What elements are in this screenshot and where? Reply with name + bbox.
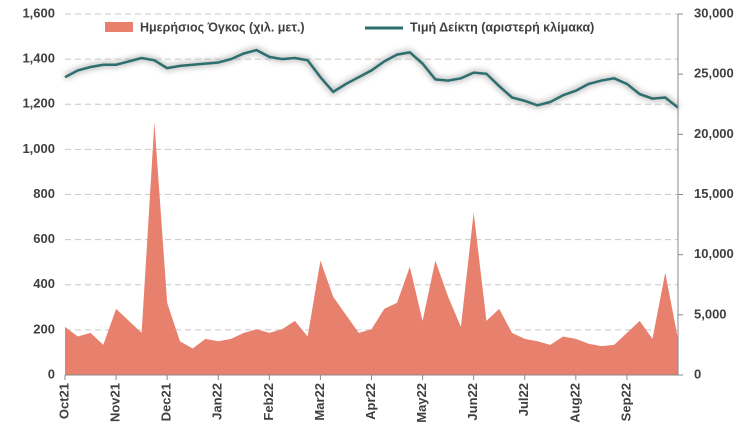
y-tick-label: 600 [33,231,55,246]
y-tick-label: 1,000 [22,141,55,156]
x-tick-label: Jun22 [465,383,480,421]
y2-tick-label: 30,000 [694,5,734,20]
x-tick-label: Jul22 [516,383,531,416]
legend-label: Τιμή Δείκτη (αριστερή κλίμακα) [410,20,594,34]
index-line [64,48,679,109]
y-tick-label: 1,200 [22,96,55,111]
x-tick-label: Nov21 [108,383,123,422]
x-tick-label: Oct21 [56,383,71,419]
y-tick-label: 0 [48,366,55,381]
legend-swatch [105,22,133,32]
x-tick-label: Jan22 [210,383,225,420]
y2-tick-label: 0 [694,366,701,381]
x-tick-label: Feb22 [261,383,276,421]
y-tick-label: 400 [33,276,55,291]
legend-label: Ημερήσιος Όγκος (χιλ. μετ.) [140,20,305,34]
x-tick-label: Apr22 [363,383,378,420]
y-tick-label: 200 [33,321,55,336]
legend: Ημερήσιος Όγκος (χιλ. μετ.) Τιμή Δείκτη (… [105,20,594,34]
y-tick-label: 800 [33,186,55,201]
x-tick-label: May22 [414,383,429,423]
x-tick-label: Sep22 [618,383,633,421]
y2-tick-label: 15,000 [694,186,734,201]
y2-tick-label: 25,000 [694,66,734,81]
y-tick-label: 1,400 [22,51,55,66]
y2-tick-label: 5,000 [694,306,727,321]
x-tick-label: Mar22 [312,383,327,421]
x-tick-label: Dec21 [159,383,174,421]
y-tick-label: 1,600 [22,5,55,20]
volume-area [65,122,678,375]
x-tick-label: Aug22 [567,383,582,423]
y2-tick-label: 10,000 [694,246,734,261]
y2-tick-label: 20,000 [694,126,734,141]
